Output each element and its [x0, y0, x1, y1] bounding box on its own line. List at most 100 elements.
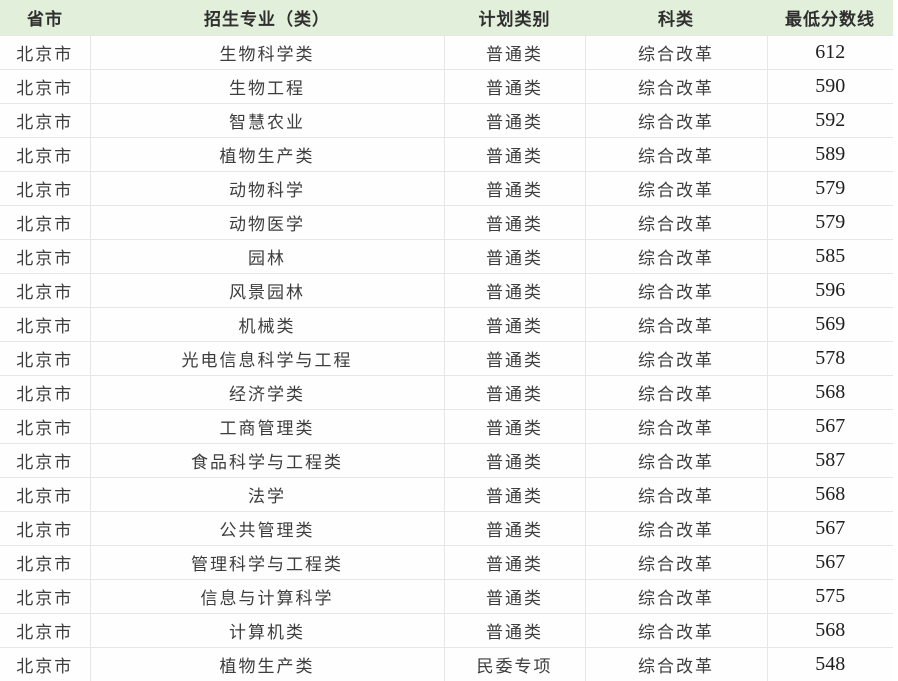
- cell-subject_type: 综合改革: [584, 511, 767, 546]
- cell-subject_type: 综合改革: [584, 545, 767, 580]
- cell-province: 北京市: [0, 137, 90, 172]
- cell-subject_type: 综合改革: [584, 579, 767, 614]
- table-row: 北京市 经济学类 普通类 综合改革 568: [0, 375, 893, 410]
- cell-major: 园林: [89, 239, 444, 274]
- cell-plan_type: 普通类: [443, 137, 585, 172]
- table-row: 北京市 智慧农业 普通类 综合改革 592: [0, 103, 893, 138]
- cell-plan_type: 普通类: [443, 613, 585, 648]
- column-header-min-score: 最低分数线: [767, 0, 893, 36]
- cell-min_score: 592: [766, 103, 893, 138]
- cell-major: 植物生产类: [89, 647, 444, 681]
- cell-major: 机械类: [89, 307, 444, 342]
- table-row: 北京市 植物生产类 普通类 综合改革 589: [0, 137, 893, 172]
- table-row: 北京市 机械类 普通类 综合改革 569: [0, 307, 893, 342]
- cell-min_score: 569: [766, 307, 893, 342]
- cell-major: 光电信息科学与工程: [89, 341, 444, 376]
- cell-major: 工商管理类: [89, 409, 444, 444]
- cell-subject_type: 综合改革: [584, 35, 767, 70]
- table-header: 省市 招生专业（类） 计划类别 科类 最低分数线: [0, 0, 893, 36]
- table-row: 北京市 食品科学与工程类 普通类 综合改革 587: [0, 443, 893, 478]
- table-row: 北京市 风景园林 普通类 综合改革 596: [0, 273, 893, 308]
- cell-plan_type: 普通类: [443, 409, 585, 444]
- cell-plan_type: 普通类: [443, 239, 585, 274]
- cell-min_score: 575: [766, 579, 893, 614]
- cell-min_score: 590: [766, 69, 893, 104]
- cell-min_score: 568: [766, 375, 893, 410]
- cell-province: 北京市: [0, 477, 90, 512]
- cell-plan_type: 普通类: [443, 307, 585, 342]
- cell-subject_type: 综合改革: [584, 171, 767, 206]
- cell-subject_type: 综合改革: [584, 103, 767, 138]
- table-row: 北京市 计算机类 普通类 综合改革 568: [0, 613, 893, 648]
- cell-province: 北京市: [0, 69, 90, 104]
- cell-min_score: 568: [766, 477, 893, 512]
- table-row: 北京市 动物科学 普通类 综合改革 579: [0, 171, 893, 206]
- cell-min_score: 579: [766, 171, 893, 206]
- cell-subject_type: 综合改革: [584, 273, 767, 308]
- table-row: 北京市 光电信息科学与工程 普通类 综合改革 578: [0, 341, 893, 376]
- column-header-major: 招生专业（类）: [90, 0, 444, 36]
- cell-province: 北京市: [0, 103, 90, 138]
- cell-major: 经济学类: [89, 375, 444, 410]
- cell-subject_type: 综合改革: [584, 69, 767, 104]
- header-row: 省市 招生专业（类） 计划类别 科类 最低分数线: [0, 0, 893, 36]
- cell-min_score: 567: [766, 409, 893, 444]
- cell-major: 公共管理类: [89, 511, 444, 546]
- cell-province: 北京市: [0, 613, 90, 648]
- cell-province: 北京市: [0, 545, 90, 580]
- cell-subject_type: 综合改革: [584, 239, 767, 274]
- cell-plan_type: 普通类: [443, 545, 585, 580]
- cell-min_score: 612: [766, 35, 893, 70]
- cell-subject_type: 综合改革: [584, 613, 767, 648]
- cell-major: 食品科学与工程类: [89, 443, 444, 478]
- cell-min_score: 568: [766, 613, 893, 648]
- cell-plan_type: 普通类: [443, 205, 585, 240]
- cell-province: 北京市: [0, 375, 90, 410]
- cell-min_score: 579: [766, 205, 893, 240]
- cell-subject_type: 综合改革: [584, 409, 767, 444]
- table-row: 北京市 工商管理类 普通类 综合改革 567: [0, 409, 893, 444]
- cell-province: 北京市: [0, 35, 90, 70]
- cell-major: 植物生产类: [89, 137, 444, 172]
- column-header-province: 省市: [0, 0, 90, 36]
- table-row: 北京市 管理科学与工程类 普通类 综合改革 567: [0, 545, 893, 580]
- cell-subject_type: 综合改革: [584, 647, 767, 681]
- cell-province: 北京市: [0, 307, 90, 342]
- table-row: 北京市 园林 普通类 综合改革 585: [0, 239, 893, 274]
- cell-major: 生物工程: [89, 69, 444, 104]
- cell-plan_type: 普通类: [443, 579, 585, 614]
- cell-province: 北京市: [0, 409, 90, 444]
- cell-subject_type: 综合改革: [584, 205, 767, 240]
- cell-subject_type: 综合改革: [584, 443, 767, 478]
- cell-plan_type: 普通类: [443, 103, 585, 138]
- cell-subject_type: 综合改革: [584, 477, 767, 512]
- cell-plan_type: 普通类: [443, 69, 585, 104]
- column-header-subject-type: 科类: [585, 0, 767, 36]
- cell-subject_type: 综合改革: [584, 307, 767, 342]
- table-row: 北京市 动物医学 普通类 综合改革 579: [0, 205, 893, 240]
- cell-province: 北京市: [0, 647, 90, 681]
- cell-province: 北京市: [0, 273, 90, 308]
- cell-plan_type: 普通类: [443, 35, 585, 70]
- cell-major: 生物科学类: [89, 35, 444, 70]
- cell-major: 计算机类: [89, 613, 444, 648]
- table-row: 北京市 法学 普通类 综合改革 568: [0, 477, 893, 512]
- cell-province: 北京市: [0, 171, 90, 206]
- table-row: 北京市 植物生产类 民委专项 综合改革 548: [0, 647, 893, 681]
- cell-major: 智慧农业: [89, 103, 444, 138]
- table-row: 北京市 公共管理类 普通类 综合改革 567: [0, 511, 893, 546]
- cell-province: 北京市: [0, 205, 90, 240]
- cell-min_score: 589: [766, 137, 893, 172]
- cell-major: 信息与计算科学: [89, 579, 444, 614]
- cell-min_score: 578: [766, 341, 893, 376]
- table-row: 北京市 信息与计算科学 普通类 综合改革 575: [0, 579, 893, 614]
- cell-province: 北京市: [0, 579, 90, 614]
- table-row: 北京市 生物科学类 普通类 综合改革 612: [0, 35, 893, 70]
- cell-plan_type: 民委专项: [443, 647, 585, 681]
- cell-major: 管理科学与工程类: [89, 545, 444, 580]
- cell-subject_type: 综合改革: [584, 137, 767, 172]
- cell-major: 风景园林: [89, 273, 444, 308]
- cell-min_score: 596: [766, 273, 893, 308]
- cell-province: 北京市: [0, 239, 90, 274]
